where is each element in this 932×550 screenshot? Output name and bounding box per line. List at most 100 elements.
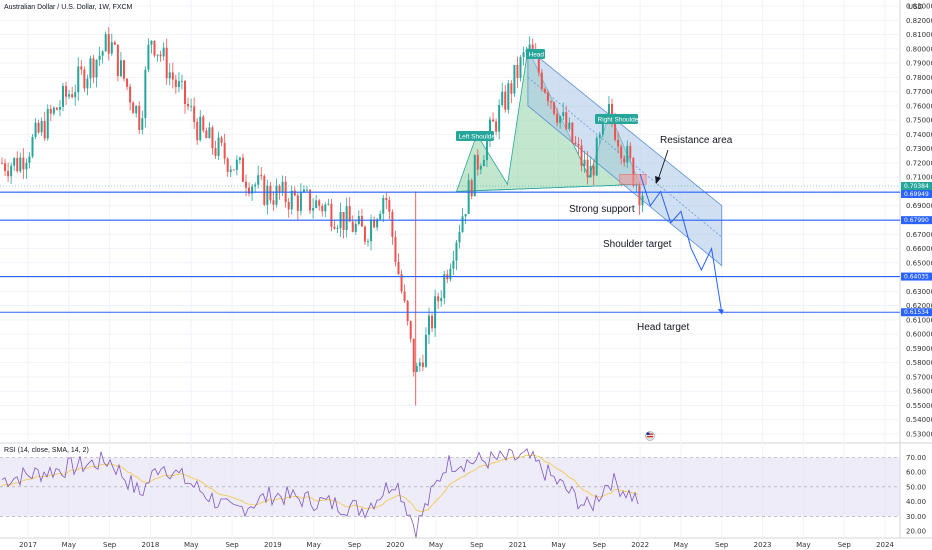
candle-body bbox=[208, 127, 211, 139]
candle-body bbox=[598, 134, 601, 139]
candle-body bbox=[595, 138, 598, 176]
time-axis[interactable]: 2017 May Sep 2018 May Sep 2019 May Sep 2020 May Sep… bbox=[19, 541, 894, 549]
candle-body bbox=[583, 159, 586, 166]
candle-body bbox=[31, 136, 34, 157]
candle-body bbox=[452, 260, 455, 269]
rsi-layer: 70.00 60.00 50.00 40.00 30.00 20.00 bbox=[0, 448, 926, 538]
candle-body bbox=[287, 201, 290, 210]
rsi-tick-label: 50.00 bbox=[906, 483, 926, 491]
candle-body bbox=[571, 122, 574, 143]
candle-body bbox=[424, 334, 427, 367]
price-tag-bg bbox=[901, 189, 932, 198]
candle-body bbox=[412, 338, 415, 372]
candle-body bbox=[129, 86, 132, 103]
candle-body bbox=[330, 203, 333, 227]
candle-body bbox=[86, 78, 89, 89]
candles bbox=[1, 27, 644, 406]
candle-body bbox=[324, 204, 327, 212]
candle-body bbox=[306, 189, 308, 191]
candle-body bbox=[574, 142, 577, 145]
candle-body bbox=[190, 106, 193, 108]
head-tag: Head bbox=[526, 49, 545, 59]
candle-body bbox=[177, 81, 180, 87]
rsi-line bbox=[1, 448, 639, 538]
time-tick-label: 2021 bbox=[509, 541, 527, 549]
candle-body bbox=[248, 187, 251, 194]
time-tick-label: 2017 bbox=[19, 541, 37, 549]
price-tag-label: 0.61534 bbox=[904, 309, 929, 316]
candle-body bbox=[278, 185, 281, 193]
candle-body bbox=[174, 79, 177, 87]
price-tag: 0.61534 bbox=[901, 308, 932, 317]
candle-body bbox=[235, 159, 238, 170]
candle-body bbox=[373, 219, 376, 228]
candle-body bbox=[550, 101, 552, 103]
candle-body bbox=[562, 112, 565, 117]
pattern-layer bbox=[455, 47, 723, 267]
candle-body bbox=[577, 144, 580, 146]
candle-body bbox=[116, 44, 119, 77]
candle-body bbox=[510, 83, 513, 94]
candle-body bbox=[495, 121, 498, 132]
candle-body bbox=[632, 157, 635, 186]
candle-body bbox=[71, 94, 74, 98]
candle-body bbox=[485, 138, 488, 161]
currency-label: USD bbox=[908, 3, 923, 11]
candle-body bbox=[327, 203, 330, 205]
candle-body bbox=[312, 208, 315, 211]
candle-body bbox=[19, 157, 22, 172]
flag-icon[interactable] bbox=[645, 431, 655, 441]
time-tick-label: Sep bbox=[225, 541, 239, 549]
candle-body bbox=[470, 180, 473, 197]
candle-body bbox=[363, 226, 366, 242]
price-tag: 0.70384 bbox=[901, 181, 932, 190]
candle-body bbox=[623, 158, 626, 163]
candle-body bbox=[428, 315, 430, 335]
candle-body bbox=[199, 116, 202, 141]
grid bbox=[0, 0, 900, 538]
candle-body bbox=[553, 102, 556, 114]
candle-body bbox=[492, 119, 495, 122]
chart-title: Australian Dollar / U.S. Dollar, 1W, FXC… bbox=[4, 4, 133, 11]
rsi-tick-label: 20.00 bbox=[906, 528, 926, 536]
rsi-tick-label: 70.00 bbox=[906, 454, 926, 462]
candle-body bbox=[13, 157, 16, 166]
candle-body bbox=[83, 69, 86, 89]
time-tick-label: 2024 bbox=[876, 541, 894, 549]
price-tick-label: 0.53000 bbox=[906, 431, 932, 439]
candle-body bbox=[528, 44, 531, 50]
candle-body bbox=[25, 162, 28, 170]
candle-body bbox=[16, 157, 19, 172]
candle-body bbox=[180, 80, 183, 82]
candle-body bbox=[489, 119, 491, 139]
candle-body bbox=[443, 274, 446, 299]
neckline bbox=[456, 183, 641, 192]
shoulder-target-label: Shoulder target bbox=[603, 239, 672, 250]
candle-body bbox=[153, 40, 156, 56]
candle-body bbox=[65, 86, 68, 97]
candle-body bbox=[165, 47, 168, 79]
candle-body bbox=[617, 139, 620, 147]
candle-body bbox=[415, 365, 418, 372]
candle-body bbox=[449, 268, 452, 280]
svg-text:Right Shoulder: Right Shoulder bbox=[598, 117, 642, 124]
candle-body bbox=[421, 362, 424, 367]
candle-body bbox=[77, 66, 80, 93]
candle-body bbox=[348, 206, 351, 222]
candle-body bbox=[437, 296, 440, 302]
candle-body bbox=[385, 198, 388, 201]
